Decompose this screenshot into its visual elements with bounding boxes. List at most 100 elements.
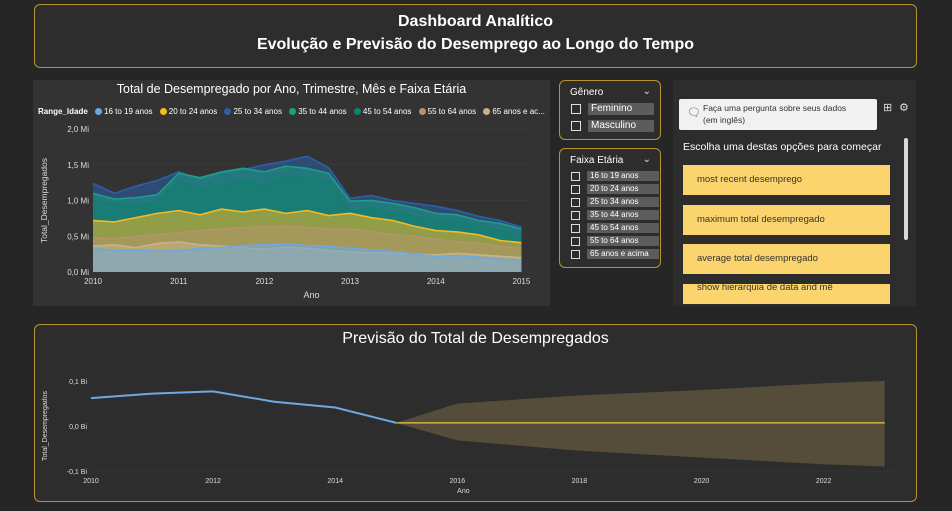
legend-label: 20 to 24 anos [168,107,218,116]
faixa-etaria-slicer[interactable]: Faixa Etária ⌄ 16 to 19 anos 20 to 24 an… [559,148,661,268]
legend-item[interactable]: 35 to 44 anos [289,107,347,116]
forecast-chart-plot[interactable]: -0,1 Bi 0,0 Bi 0,1 Bi 2010 2012 2014 2016 2018 2… [35,325,914,499]
x-tick-label: 2022 [816,478,832,485]
slicer-option-label: 55 to 64 anos [587,236,659,246]
legend-swatch [224,108,232,115]
slicer-option-masculino[interactable]: Masculino [571,120,654,132]
checkbox[interactable] [571,236,580,246]
chevron-down-icon[interactable]: ⌄ [642,154,651,165]
genero-slicer-title: Gênero [570,87,604,98]
qa-placeholder: Faça uma pergunta sobre seus dados (em i… [703,103,847,125]
slicer-option[interactable]: 55 to 64 anos [571,236,659,246]
x-tick-label: 2018 [572,478,588,485]
qa-convert-icon[interactable]: ⊞ [883,102,893,114]
qa-suggestion[interactable]: most recent desemprego [683,165,890,195]
slicer-option-label: 65 anos e acima [587,249,659,259]
series-line [92,173,522,236]
x-tick-label: 2011 [170,277,188,286]
legend-swatch [418,108,426,115]
y-tick-label: 0,5 Mi [67,232,89,241]
qa-suggestion[interactable]: maximum total desempregado [683,205,890,235]
confidence-band [396,381,885,467]
checkbox[interactable] [571,184,580,194]
x-tick-label: 2014 [327,478,343,485]
y-tick-label: 1,0 Mi [67,197,89,206]
slicer-option-label: 20 to 24 anos [587,184,659,194]
dashboard-subtitle: Evolução e Previsão do Desemprego ao Lon… [256,36,695,53]
dashboard-title: Dashboard Analítico [398,13,553,30]
chevron-down-icon[interactable]: ⌄ [642,86,651,97]
y-tick-label: 0,0 Bi [69,424,87,431]
legend-label: 65 anos e ac... [492,107,545,116]
area-chart-title: Total de Desempregado por Ano, Trimestre… [116,82,467,96]
qa-suggestion-label: show hierarquia de data and mê [697,284,833,293]
x-tick-label: 2013 [341,277,359,286]
x-tick-label: 2012 [205,478,221,485]
qa-question-input[interactable]: 🗨 Faça uma pergunta sobre seus dados (em… [679,99,877,130]
x-tick-label: 2012 [255,277,273,286]
checkbox[interactable] [571,249,580,259]
x-tick-label: 2014 [427,277,445,286]
slicer-option-feminino[interactable]: Feminino [571,103,654,115]
faixa-slicer-title: Faixa Etária [570,155,624,166]
checkbox[interactable] [571,210,580,220]
legend-swatch [483,108,491,115]
legend-item[interactable]: 45 to 54 anos [353,107,412,116]
x-tick-label: 2010 [84,277,102,286]
slicer-option-label: 25 to 34 anos [587,197,659,207]
forecast-title: Previsão do Total de Desempregados [342,330,609,347]
legend-label: 55 to 64 anos [427,107,477,116]
area-chart-legend: Range_Idade 16 to 19 anos 20 to 24 anos … [38,107,550,116]
legend-swatch [353,108,361,115]
checkbox[interactable] [571,121,581,131]
legend-title: Range_Idade [38,107,88,116]
slicer-option[interactable]: 16 to 19 anos [571,171,659,181]
legend-item[interactable]: 25 to 34 anos [224,107,282,116]
slicer-option[interactable]: 45 to 54 anos [571,223,659,233]
x-tick-label: 2020 [694,478,710,485]
qa-scrollbar[interactable] [904,138,908,240]
slicer-option[interactable]: 65 anos e acima [571,249,659,259]
area-chart-panel[interactable]: Total de Desempregado por Ano, Trimestre… [33,80,550,306]
slicer-option[interactable]: 35 to 44 anos [571,210,659,220]
y-tick-label: 2,0 Mi [67,125,89,134]
forecast-panel[interactable]: Previsão do Total de Desempregados -0,1 … [34,324,917,502]
y-tick-label: 1,5 Mi [67,161,89,170]
legend-item[interactable]: 20 to 24 anos [159,107,218,116]
legend-label: 25 to 34 anos [233,107,282,116]
legend-item[interactable]: 55 to 64 anos [418,107,477,116]
slicer-option-label: Feminino [588,103,654,115]
series-area [93,244,522,272]
checkbox[interactable] [571,104,581,114]
series-line [92,225,522,250]
slicer-option[interactable]: 20 to 24 anos [571,184,659,194]
y-axis-label: Total_Desempregados [42,390,49,461]
y-tick-label: -0,1 Bi [67,469,88,476]
legend-swatch [289,108,297,115]
x-tick-label: 2010 [83,478,99,485]
series-line [92,155,522,228]
checkbox[interactable] [571,223,580,233]
qa-suggestion[interactable]: average total desempregado [683,244,890,274]
legend-label: 16 to 19 anos [104,107,153,116]
legend-swatch [159,108,167,115]
gear-icon[interactable]: ⚙ [899,102,909,114]
y-tick-label: 0,1 Bi [69,379,87,386]
slicer-option-label: 45 to 54 anos [587,223,659,233]
slicer-option[interactable]: 25 to 34 anos [571,197,659,207]
legend-item[interactable]: 16 to 19 anos [95,107,153,116]
checkbox[interactable] [571,197,580,207]
legend-item[interactable]: 65 anos e ac... [483,107,545,116]
qa-panel[interactable]: 🗨 Faça uma pergunta sobre seus dados (em… [673,80,916,306]
x-tick-label: 2015 [513,277,531,286]
area-chart-plot[interactable]: 0,0 Mi 0,5 Mi 1,0 Mi 1,5 Mi 2,0 Mi 2010 2011 20… [33,80,550,306]
actual-line [90,390,397,424]
legend-label: 45 to 54 anos [362,107,412,116]
qa-prompt: Escolha uma destas opções para começar [683,141,882,153]
dashboard-header: Dashboard Analítico Evolução e Previsão … [34,4,917,68]
qa-suggestion[interactable]: show hierarquia de data and mê [683,284,890,304]
x-axis-label: Ano [303,290,319,300]
genero-slicer[interactable]: Gênero ⌄ Feminino Masculino [559,80,661,140]
checkbox[interactable] [571,171,580,181]
slicer-option-label: 35 to 44 anos [587,210,659,220]
